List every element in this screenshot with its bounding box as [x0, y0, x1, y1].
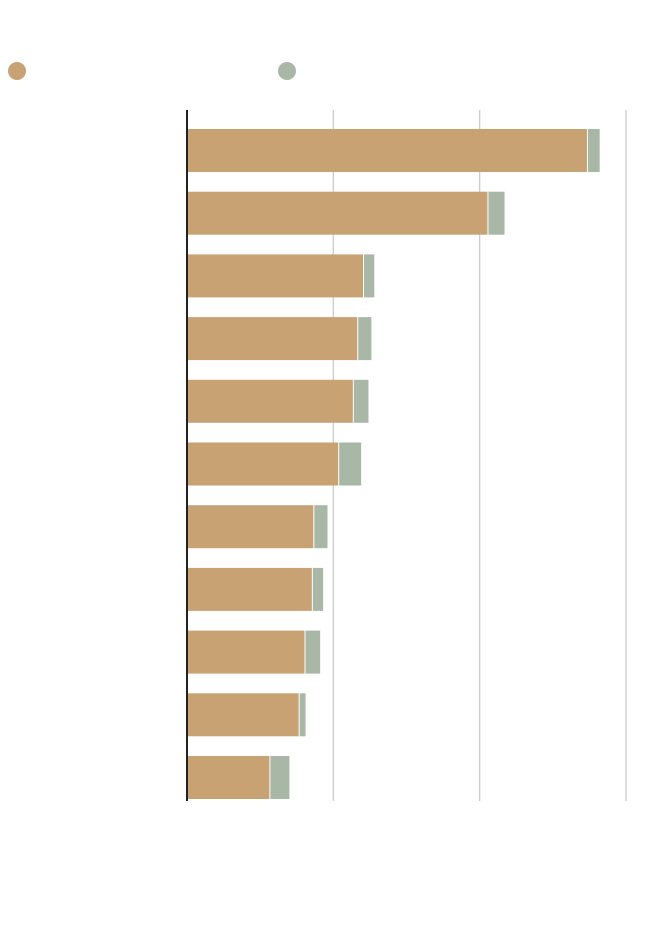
bar-row-1-series-2 — [587, 129, 600, 172]
legend-swatch-series-1 — [8, 62, 26, 80]
bar-row-5-series-1 — [187, 379, 353, 423]
bar-row-8-series-1 — [187, 567, 312, 611]
bar-row-11-series-2 — [270, 756, 290, 799]
bar-row-10-series-1 — [187, 693, 299, 737]
bar-row-6-series-1 — [187, 442, 339, 486]
bar-row-8-series-2 — [312, 567, 324, 611]
bar-row-6-series-2 — [339, 442, 362, 486]
bars — [187, 129, 600, 799]
bar-row-7-series-1 — [187, 505, 314, 549]
bar-row-3-series-2 — [364, 254, 375, 298]
bar-row-2-series-2 — [488, 191, 505, 235]
bar-row-4-series-1 — [187, 317, 358, 361]
bar-row-3-series-1 — [187, 254, 364, 298]
bar-row-7-series-2 — [314, 505, 328, 549]
legend-swatch-series-2 — [278, 62, 296, 80]
legend — [0, 0, 670, 110]
bar-row-11-series-1 — [187, 756, 270, 799]
bar-row-9-series-1 — [187, 630, 305, 674]
bar-row-5-series-2 — [353, 379, 369, 423]
bar-row-4-series-2 — [358, 317, 372, 361]
bar-row-2-series-1 — [187, 191, 488, 235]
bar-row-10-series-2 — [299, 693, 306, 737]
bar-row-1-series-1 — [187, 129, 587, 172]
bar-row-9-series-2 — [305, 630, 321, 674]
